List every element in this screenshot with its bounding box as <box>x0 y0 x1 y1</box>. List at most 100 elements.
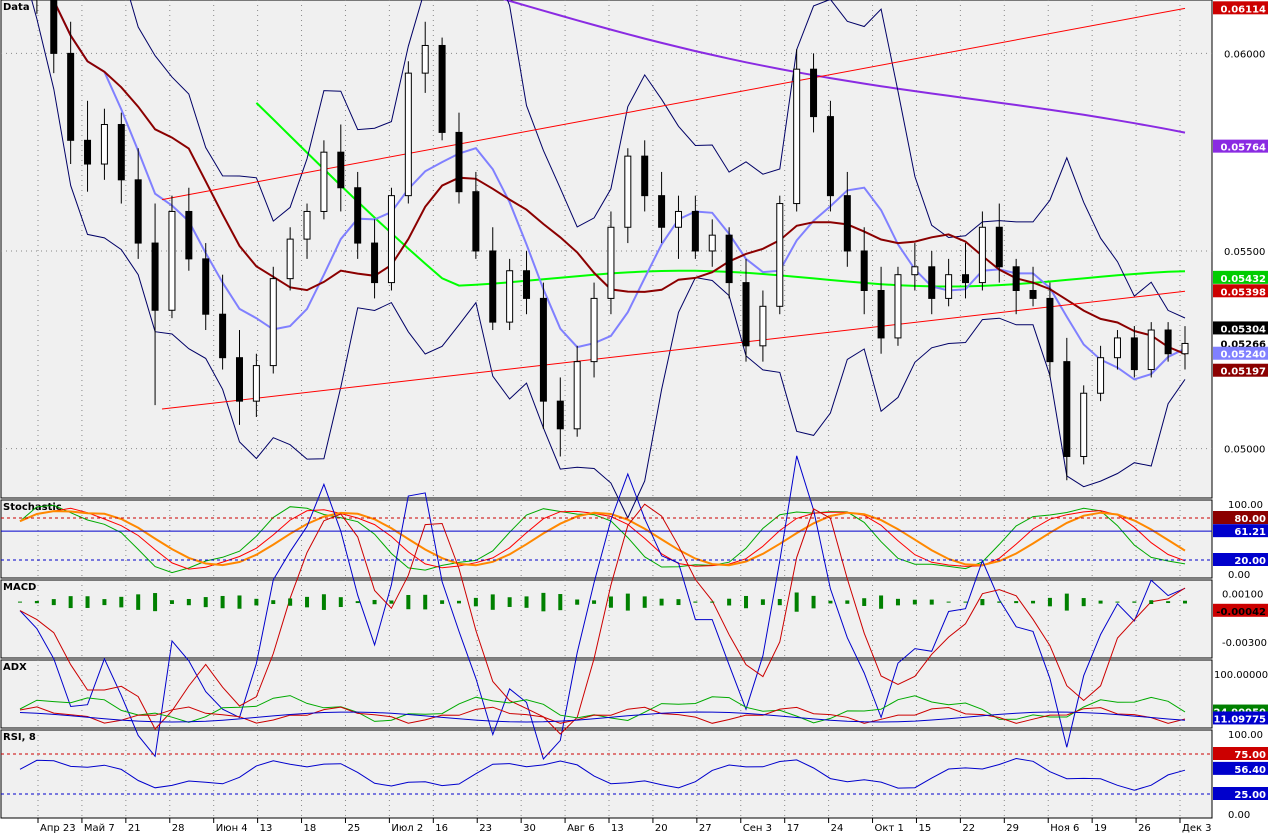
x-label: Апр 23 <box>40 823 76 834</box>
value-tag-text: 75.00 <box>1234 750 1266 761</box>
value-tag-text: 80.00 <box>1234 514 1266 525</box>
y-tick-label: 0.00100 <box>1222 590 1263 601</box>
x-label: Ноя 6 <box>1050 823 1079 834</box>
value-tag-text: 11.09775 <box>1213 714 1266 725</box>
macd-hist-bar <box>490 594 495 610</box>
macd-hist-bar <box>169 600 174 604</box>
panel-title-macd: MACD <box>3 582 36 593</box>
macd-hist-bar <box>1183 600 1187 604</box>
macd-hist-bar <box>659 598 664 606</box>
macd-hist-bar <box>102 599 107 606</box>
x-label: 13 <box>611 823 624 834</box>
macd-hist-bar <box>895 598 900 606</box>
candle-body <box>962 274 970 284</box>
x-label: 15 <box>918 823 931 834</box>
macd-hist-bar <box>710 601 715 603</box>
macd-hist-bar <box>727 598 732 606</box>
candle-body <box>472 191 480 252</box>
macd-hist-bar <box>1098 600 1103 604</box>
candle-body <box>371 242 379 284</box>
value-tag-text: 0.05398 <box>1220 287 1266 298</box>
candle-body <box>134 179 142 244</box>
x-label: Июн 4 <box>216 823 248 834</box>
macd-hist-bar <box>1115 601 1120 603</box>
panel-title-adx: ADX <box>3 662 27 673</box>
macd-hist-bar <box>929 599 934 605</box>
macd-hist-bar <box>1064 593 1069 611</box>
value-tag <box>1213 524 1268 538</box>
candle-body <box>556 400 564 430</box>
macd-hist-bar <box>271 600 276 605</box>
candle-body <box>1046 297 1054 363</box>
value-tag <box>1213 787 1268 800</box>
macd-hist-bar <box>1132 601 1137 603</box>
candle-body <box>607 226 615 299</box>
value-tag <box>1213 284 1268 298</box>
panel-title-rsi: RSI, 8 <box>3 732 36 743</box>
stoch-slow-line <box>19 510 1186 567</box>
macd-hist-bar <box>220 595 225 609</box>
x-label: Авг 6 <box>567 823 595 834</box>
candle-body <box>725 234 733 284</box>
macd-hist-bar <box>473 597 478 607</box>
candle-body <box>945 274 953 299</box>
macd-hist-bar <box>541 592 546 612</box>
macd-hist-bar <box>811 595 816 609</box>
candle-body <box>269 278 277 367</box>
value-tag <box>1213 711 1268 725</box>
candle-body <box>219 313 227 359</box>
macd-hist-bar <box>1014 601 1019 604</box>
x-label: Июл 2 <box>391 823 423 834</box>
macd-hist-bar <box>153 593 158 612</box>
macd-hist-bar <box>760 599 765 605</box>
x-label: 18 <box>304 823 317 834</box>
macd-line <box>19 455 1186 760</box>
candle-body <box>100 124 108 165</box>
value-tag-text: 0.05764 <box>1220 143 1266 154</box>
macd-hist-bar <box>845 600 850 604</box>
bollinger-upper <box>129 0 1186 319</box>
candle-body <box>674 210 682 228</box>
candle-body <box>506 270 514 323</box>
value-tag-text: 0.05304 <box>1220 324 1266 335</box>
candle-body <box>1029 289 1037 299</box>
macd-hist-bar <box>1081 598 1086 607</box>
candle-body <box>573 361 581 430</box>
macd-hist-bar <box>524 596 529 608</box>
value-tag-text: 0.05266 <box>1220 339 1266 350</box>
y-tick-label: 100.00000 <box>1214 670 1268 681</box>
y-tick-label: 0.00 <box>1228 810 1250 821</box>
value-tag <box>1213 553 1268 566</box>
macd-hist-bar <box>997 601 1002 603</box>
value-tag <box>1213 363 1268 377</box>
value-tag <box>1213 603 1268 617</box>
adx-minus-line <box>19 706 1186 724</box>
macd-hist-bar <box>355 601 360 604</box>
candle-body <box>84 139 92 165</box>
ma-200-line <box>255 102 1186 288</box>
candle-body <box>117 124 125 181</box>
value-tag-text: 0.05432 <box>1220 274 1266 285</box>
rsi-line <box>19 757 1186 791</box>
panel-rsi <box>0 729 1213 819</box>
value-tag <box>1213 321 1268 335</box>
macd-hist-bar <box>203 597 208 608</box>
x-label: 30 <box>523 823 536 834</box>
value-tag <box>1213 336 1268 350</box>
candle-body <box>539 297 547 402</box>
y-tick-label: 100.00 <box>1228 500 1263 511</box>
macd-hist-bar <box>625 593 630 611</box>
macd-hist-bar <box>423 594 428 610</box>
candle-body <box>354 187 362 244</box>
candle-body <box>67 52 75 141</box>
value-tag <box>1213 747 1268 760</box>
panel-title-stochastic: Stochastic <box>3 502 62 513</box>
macd-hist-bar <box>389 600 394 604</box>
candle-body <box>320 151 328 212</box>
macd-hist-bar <box>1031 600 1036 604</box>
candle-body <box>235 357 243 402</box>
x-label: 27 <box>699 823 712 834</box>
y-tick-label: 0.06000 <box>1224 49 1265 60</box>
macd-hist-bar <box>18 601 22 603</box>
